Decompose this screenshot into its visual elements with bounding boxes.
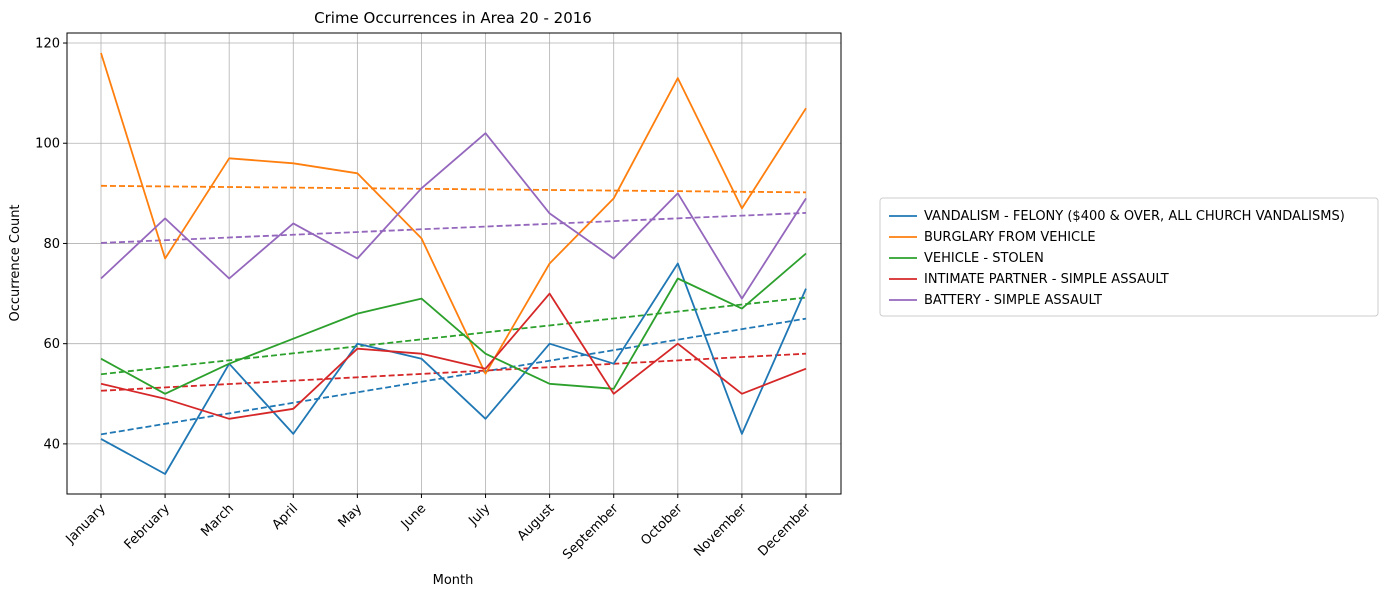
x-tick-label: September [560,501,622,563]
legend-label: INTIMATE PARTNER - SIMPLE ASSAULT [924,272,1169,287]
x-axis-label: Month [433,573,474,588]
chart-title: Crime Occurrences in Area 20 - 2016 [314,9,592,27]
trend-line [100,211,807,244]
x-tick-label: January [63,501,109,547]
trend-line [100,352,807,392]
x-tick-label: August [515,501,558,544]
series-line [100,132,807,300]
y-tick-label: 60 [43,337,60,352]
x-tick-label: July [466,501,494,529]
x-tick-label: October [638,501,686,549]
grid [67,33,841,494]
x-tick-label: April [269,501,301,533]
series-lines [100,52,807,475]
x-axis: January February March April May June July Augu… [63,494,815,563]
x-tick-label: November [691,501,750,560]
legend: VANDALISM - FELONY ($400 & OVER, ALL CHU… [879,197,1379,317]
y-tick-label: 40 [43,437,60,452]
y-axis: 40 60 80 100 120 [35,37,67,452]
y-tick-label: 100 [35,137,60,152]
trend-line [100,296,807,376]
y-tick-label: 80 [43,237,60,252]
x-tick-label: May [336,501,366,531]
trend-line [100,184,806,194]
legend-box [879,197,1379,317]
y-tick-label: 120 [35,37,60,52]
series-line [100,292,807,420]
series-line [100,262,807,475]
legend-label: VEHICLE - STOLEN [924,251,1044,266]
x-tick-label: June [398,501,429,532]
legend-label: VANDALISM - FELONY ($400 & OVER, ALL CHU… [924,209,1345,224]
trend-lines [100,184,807,436]
legend-label: BURGLARY FROM VEHICLE [924,230,1096,245]
plot-frame [66,32,842,495]
series-line [100,52,807,375]
x-tick-label: December [756,501,815,560]
y-axis-label: Occurrence Count [8,204,23,321]
x-tick-label: March [198,501,237,540]
x-tick-label: February [122,501,174,553]
series-line [100,252,807,395]
legend-label: BATTERY - SIMPLE ASSAULT [924,293,1102,308]
